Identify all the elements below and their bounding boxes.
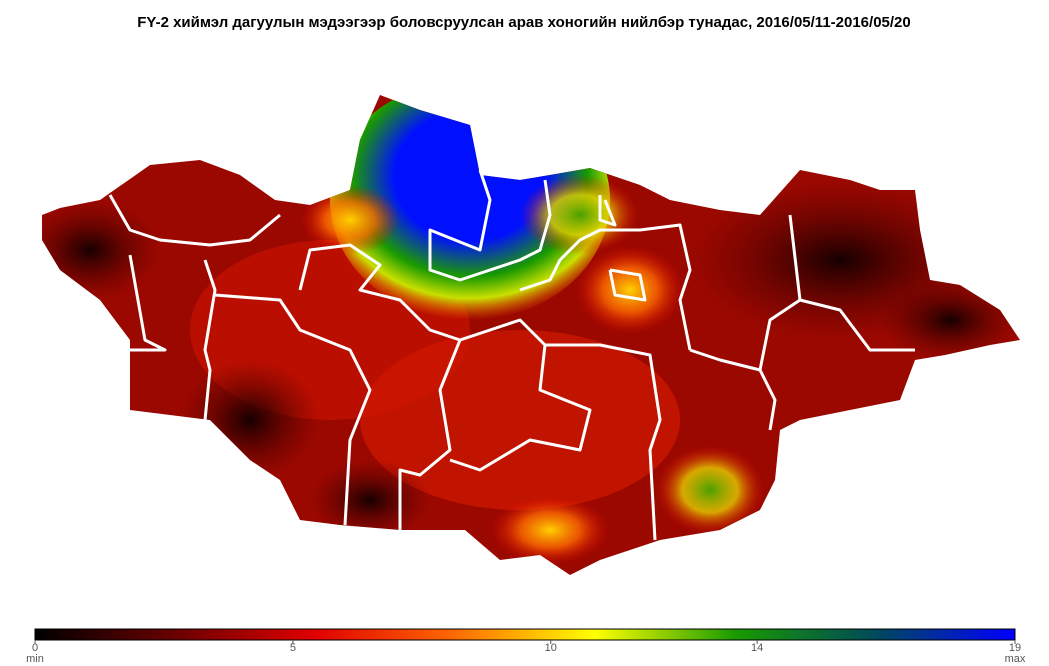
colorbar: min max 0 5 10 14 19 [26,628,1026,665]
precipitation-map [42,95,1020,575]
map-title: FY-2 хиймэл дагуулын мэдээгээр боловсруу… [137,14,910,31]
colorbar-tick-label: 5 [290,642,296,654]
colorbar-min-label: min [26,653,44,665]
province-borders [108,169,915,541]
colorbar-max-label: max [1005,653,1026,665]
colorbar-tick-label: 14 [751,642,763,654]
colorbar-tick-label: 0 [32,642,38,654]
colorbar-tick-label: 19 [1009,642,1021,654]
colorbar-tick-label: 10 [545,642,557,654]
colorbar-ramp [34,628,1016,641]
